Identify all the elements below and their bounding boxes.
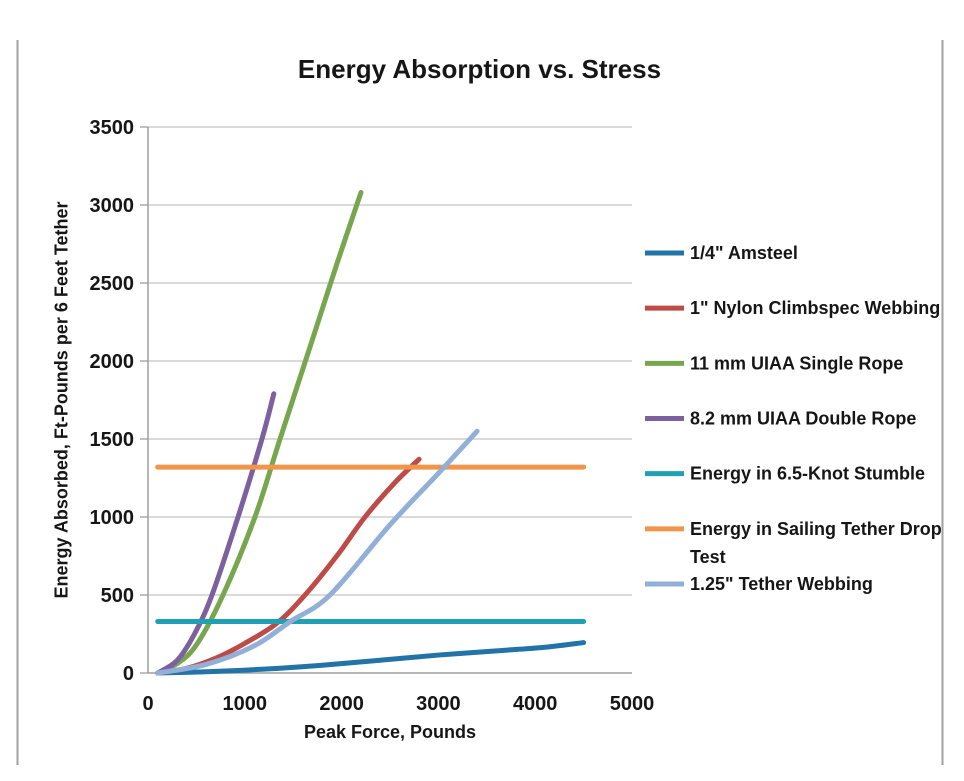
legend-label: 1/4" Amsteel bbox=[690, 243, 798, 263]
legend-label: 8.2 mm UIAA Double Rope bbox=[690, 409, 916, 429]
x-tick-label: 5000 bbox=[610, 693, 655, 715]
legend-label: Test bbox=[690, 547, 726, 567]
y-tick-label: 0 bbox=[123, 663, 134, 685]
x-tick-label: 0 bbox=[142, 693, 153, 715]
series-line-11-mm-uiaa-single-rope bbox=[155, 190, 364, 676]
legend-label: Energy in Sailing Tether Drop bbox=[690, 519, 942, 539]
legend-item-energy-in-sailing-tether-drop-test: Energy in Sailing Tether Drop Test bbox=[645, 519, 942, 567]
legend-item-1.25-tether-webbing: 1.25" Tether Webbing bbox=[645, 574, 873, 594]
legend-item-8.2-mm-uiaa-double-rope: 8.2 mm UIAA Double Rope bbox=[645, 409, 916, 429]
legend-label: 1.25" Tether Webbing bbox=[690, 574, 873, 594]
y-tick-label: 3000 bbox=[90, 195, 135, 217]
y-tick-label: 3500 bbox=[90, 117, 135, 139]
y-tick-label: 500 bbox=[101, 585, 134, 607]
x-tick-label: 3000 bbox=[416, 693, 461, 715]
series-line-1-4-amsteel bbox=[155, 640, 587, 676]
legend-label: 11 mm UIAA Single Rope bbox=[690, 353, 903, 373]
x-axis-title: Peak Force, Pounds bbox=[303, 722, 477, 742]
y-tick-label: 1500 bbox=[90, 429, 135, 451]
legend-label: 1" Nylon Climbspec Webbing bbox=[690, 298, 940, 318]
series-line-8.2-mm-uiaa-double-rope bbox=[155, 391, 277, 676]
y-tick-label: 2000 bbox=[90, 351, 135, 373]
x-tick-label: 1000 bbox=[223, 693, 268, 715]
series-line-1.25-tether-webbing bbox=[155, 428, 480, 676]
legend-item-energy-in-6.5-knot-stumble: Energy in 6.5-Knot Stumble bbox=[645, 464, 925, 484]
legend-item-1-4-amsteel: 1/4" Amsteel bbox=[645, 243, 798, 263]
y-tick-label: 2500 bbox=[90, 273, 135, 295]
x-tick-label: 2000 bbox=[319, 693, 364, 715]
legend-label: Energy in 6.5-Knot Stumble bbox=[690, 464, 925, 484]
y-tick-label: 1000 bbox=[90, 507, 135, 529]
legend-item-1-nylon-climbspec-webbing: 1" Nylon Climbspec Webbing bbox=[645, 298, 940, 318]
chart-title: Energy Absorption vs. Stress bbox=[297, 54, 662, 84]
legend-item-11-mm-uiaa-single-rope: 11 mm UIAA Single Rope bbox=[645, 353, 903, 373]
x-tick-label: 4000 bbox=[513, 693, 558, 715]
